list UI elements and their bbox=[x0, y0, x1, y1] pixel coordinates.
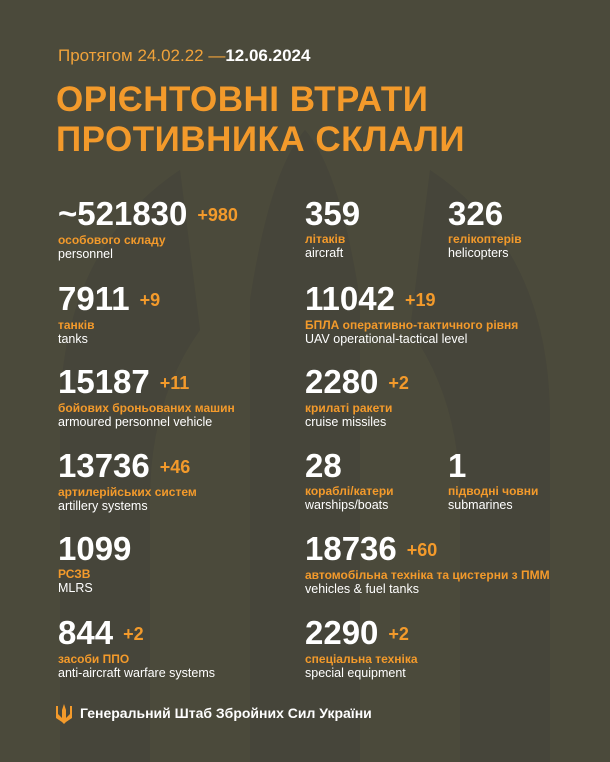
loss-item: 2280 +2 крилаті ракети cruise missiles bbox=[305, 364, 409, 430]
loss-delta: +60 bbox=[406, 540, 438, 560]
label-ua: гелікоптерів bbox=[448, 232, 522, 246]
label-en: vehicles & fuel tanks bbox=[305, 582, 419, 596]
loss-item: 13736 +46 артилерійських систем artillery s… bbox=[58, 448, 197, 514]
label-en: warships/boats bbox=[305, 498, 389, 512]
loss-value: 11042 bbox=[305, 280, 395, 317]
loss-item: 326 гелікоптерів helicopters bbox=[448, 196, 522, 261]
loss-number: 7911 +9 bbox=[58, 281, 160, 318]
loss-number: 359 bbox=[305, 196, 360, 232]
label-ua: крилаті ракети bbox=[305, 401, 393, 415]
loss-value: 844 bbox=[58, 614, 114, 651]
loss-item: 359 літаків aircraft bbox=[305, 196, 360, 261]
loss-number: 18736 +60 bbox=[305, 531, 550, 568]
label-ua: РСЗВ bbox=[58, 567, 91, 581]
loss-delta: +2 bbox=[123, 624, 144, 644]
label-en: artillery systems bbox=[58, 499, 148, 513]
loss-value: 2280 bbox=[305, 363, 379, 400]
label-en: anti-aircraft warfare systems bbox=[58, 666, 215, 680]
loss-number: 1 bbox=[448, 448, 538, 484]
label-en: tanks bbox=[58, 332, 88, 346]
loss-delta: +9 bbox=[139, 290, 161, 310]
loss-item: 844 +2 засоби ППО anti-aircraft warfare sys… bbox=[58, 615, 215, 681]
loss-item: 18736 +60 автомобільна техніка та цистерни… bbox=[305, 531, 550, 597]
label-en: personnel bbox=[58, 247, 113, 261]
loss-value: 2290 bbox=[305, 614, 379, 651]
loss-number: 15187 +11 bbox=[58, 364, 235, 401]
label-ua: підводні човни bbox=[448, 484, 539, 498]
loss-value: 1 bbox=[448, 447, 467, 484]
loss-delta: +46 bbox=[159, 457, 191, 477]
loss-number: 326 bbox=[448, 196, 522, 232]
loss-delta: +19 bbox=[404, 290, 436, 310]
period: Протягом 24.02.22 —12.06.2024 bbox=[58, 46, 310, 66]
loss-value: ~521830 bbox=[58, 195, 188, 232]
period-text: Протягом 24.02.22 — bbox=[58, 46, 226, 65]
loss-number: ~521830 +980 bbox=[58, 196, 238, 233]
loss-item: 15187 +11 бойових броньованих машин armoure… bbox=[58, 364, 235, 430]
loss-delta: +11 bbox=[159, 373, 190, 393]
label-ua: літаків bbox=[305, 232, 346, 246]
date: 12.06.2024 bbox=[225, 46, 311, 65]
label-en: UAV operational-tactical level bbox=[305, 332, 468, 346]
loss-value: 15187 bbox=[58, 363, 150, 400]
label-ua: БПЛА оперативно-тактичного рівня bbox=[305, 318, 519, 332]
loss-number: 13736 +46 bbox=[58, 448, 197, 485]
loss-number: 1099 bbox=[58, 531, 131, 567]
loss-delta: +2 bbox=[388, 373, 409, 393]
label-en: cruise missiles bbox=[305, 415, 387, 429]
label-en: helicopters bbox=[448, 246, 509, 260]
loss-value: 326 bbox=[448, 195, 504, 232]
label-en: special equipment bbox=[305, 666, 406, 680]
loss-number: 2280 +2 bbox=[305, 364, 409, 401]
loss-value: 1099 bbox=[58, 530, 132, 567]
loss-item: 11042 +19 БПЛА оперативно-тактичного рівня… bbox=[305, 281, 518, 347]
loss-value: 359 bbox=[305, 195, 361, 232]
label-ua: спеціальна техніка bbox=[305, 652, 418, 666]
label-en: armoured personnel vehicle bbox=[58, 415, 213, 429]
title-line: ОРІЄНТОВНІ ВТРАТИ bbox=[56, 80, 429, 119]
loss-item: 2290 +2 спеціальна техніка special equipmen… bbox=[305, 615, 418, 681]
loss-value: 13736 bbox=[58, 447, 150, 484]
loss-delta: +2 bbox=[388, 624, 409, 644]
loss-number: 11042 +19 bbox=[305, 281, 518, 318]
trident-icon bbox=[56, 704, 72, 724]
label-ua: артилерійських систем bbox=[58, 485, 197, 499]
loss-item: 1099 РСЗВ MLRS bbox=[58, 531, 131, 596]
loss-item: 7911 +9 танків tanks bbox=[58, 281, 160, 347]
loss-value: 28 bbox=[305, 447, 342, 484]
loss-number: 2290 +2 bbox=[305, 615, 418, 652]
label-ua: засоби ППО bbox=[58, 652, 130, 666]
loss-delta: +980 bbox=[197, 205, 238, 225]
label-en: MLRS bbox=[58, 581, 93, 595]
label-en: submarines bbox=[448, 498, 513, 512]
loss-item: 1 підводні човни submarines bbox=[448, 448, 538, 513]
loss-item: ~521830 +980 особового складу personnel bbox=[58, 196, 238, 262]
label-ua: кораблі/катери bbox=[305, 484, 394, 498]
title-line: ПРОТИВНИКА СКЛАЛИ bbox=[56, 120, 465, 159]
loss-value: 7911 bbox=[58, 280, 130, 317]
label-en: aircraft bbox=[305, 246, 344, 260]
footer: Генеральний Штаб Збройних Сил України bbox=[80, 705, 372, 721]
loss-value: 18736 bbox=[305, 530, 397, 567]
label-ua: бойових броньованих машин bbox=[58, 401, 235, 415]
label-ua: танків bbox=[58, 318, 95, 332]
label-ua: автомобільна техніка та цистерни з ПММ bbox=[305, 568, 550, 582]
loss-number: 28 bbox=[305, 448, 394, 484]
loss-item: 28 кораблі/катери warships/boats bbox=[305, 448, 394, 513]
loss-number: 844 +2 bbox=[58, 615, 215, 652]
label-ua: особового складу bbox=[58, 233, 166, 247]
